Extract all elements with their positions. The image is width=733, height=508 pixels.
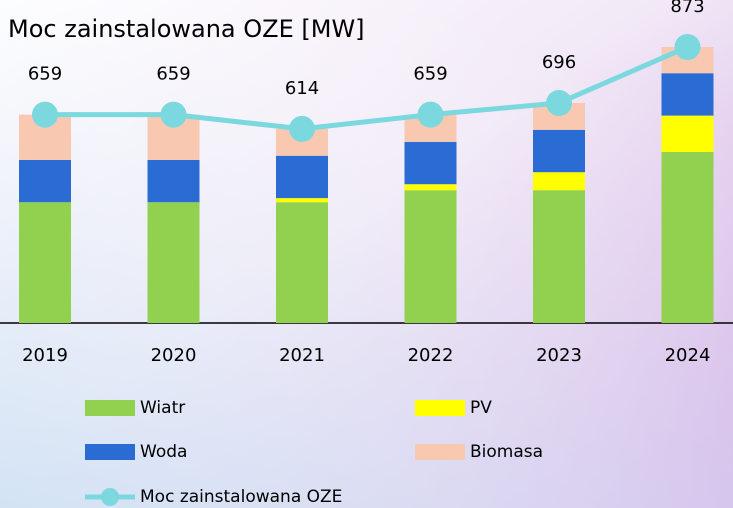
bar-segment (19, 159, 71, 203)
bar-segment (276, 198, 328, 203)
bar-segment (276, 202, 328, 323)
legend-swatch (85, 400, 135, 416)
line-marker (674, 34, 701, 60)
legend-swatch (415, 444, 465, 460)
bar-segment (661, 151, 714, 323)
legend-label: Wiatr (140, 398, 185, 418)
bar-segment (533, 172, 585, 191)
data-label: 659 (156, 64, 190, 85)
bar-segment (404, 190, 457, 323)
legend-label: Biomasa (470, 442, 543, 462)
data-label: 873 (670, 0, 704, 17)
legend-label: Woda (140, 442, 187, 462)
x-tick-label: 2019 (22, 345, 68, 366)
line-marker (160, 101, 187, 128)
legend-label: PV (470, 398, 492, 418)
chart-title: Moc zainstalowana OZE [MW] (8, 15, 365, 43)
data-label: 659 (413, 64, 447, 85)
line (45, 44, 689, 132)
x-tick-label: 2021 (279, 345, 325, 366)
bar-segment (147, 202, 200, 323)
bar-segment (661, 73, 714, 116)
legend-label: Moc zainstalowana OZE (140, 487, 342, 507)
bar-segment (19, 202, 71, 323)
data-label: 696 (542, 52, 576, 73)
line-marker (417, 101, 444, 128)
line-marker (289, 115, 315, 142)
data-label: 659 (28, 64, 62, 85)
bar-segment (404, 184, 457, 191)
legend-swatch (415, 400, 465, 416)
x-tick-label: 2023 (536, 345, 582, 366)
data-label: 614 (285, 78, 319, 99)
line-marker (32, 101, 58, 128)
bar-segment (276, 155, 328, 199)
x-tick-label: 2022 (408, 345, 454, 366)
legend-swatch (85, 444, 135, 460)
bar-segment (147, 159, 200, 203)
x-tick-label: 2024 (665, 345, 711, 366)
bar-segment (404, 141, 457, 185)
line-marker (546, 89, 572, 116)
legend-marker (101, 488, 119, 506)
bar-segment (661, 115, 714, 152)
x-tick-label: 2020 (151, 345, 197, 366)
bar-segment (533, 129, 585, 173)
bar-segment (533, 190, 585, 323)
